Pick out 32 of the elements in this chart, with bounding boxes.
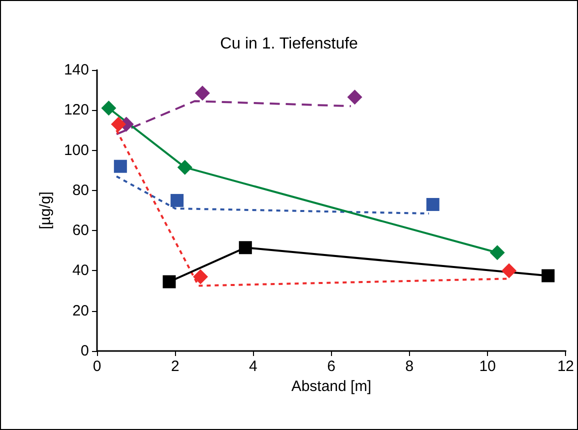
- point: [114, 160, 127, 173]
- chart-title: Cu in 1. Tiefenstufe: [220, 36, 358, 52]
- point: [347, 90, 362, 105]
- point: [502, 263, 517, 278]
- y-tick-label: 40: [72, 262, 89, 280]
- x-tick-label: 0: [92, 358, 102, 375]
- point: [238, 241, 252, 254]
- x-tick-label: 2: [170, 358, 180, 375]
- point: [101, 100, 116, 116]
- y-tick-label: 60: [72, 222, 89, 240]
- y-axis-title: [µg/g]: [37, 192, 54, 230]
- point: [192, 269, 208, 284]
- y-tick-label: 100: [64, 142, 89, 159]
- y-tick-label: 20: [72, 302, 89, 320]
- point: [177, 160, 192, 175]
- x-tick-label: 12: [557, 358, 574, 375]
- x-tick-label: 4: [249, 358, 258, 375]
- point: [426, 198, 440, 211]
- y-tick-label: 80: [72, 182, 89, 199]
- y-tick-label: 120: [64, 102, 89, 119]
- point: [542, 269, 555, 282]
- x-tick-label: 8: [405, 358, 414, 375]
- point: [490, 245, 505, 260]
- x-tick-label: 10: [479, 358, 496, 375]
- x-axis-title: Abstand [m]: [291, 378, 372, 395]
- point: [162, 275, 176, 288]
- point: [170, 194, 184, 207]
- point: [110, 116, 126, 132]
- point: [194, 86, 210, 101]
- y-tick-label: 140: [64, 62, 89, 78]
- x-tick-label: 6: [327, 358, 336, 375]
- y-tick-label: 0: [80, 342, 89, 360]
